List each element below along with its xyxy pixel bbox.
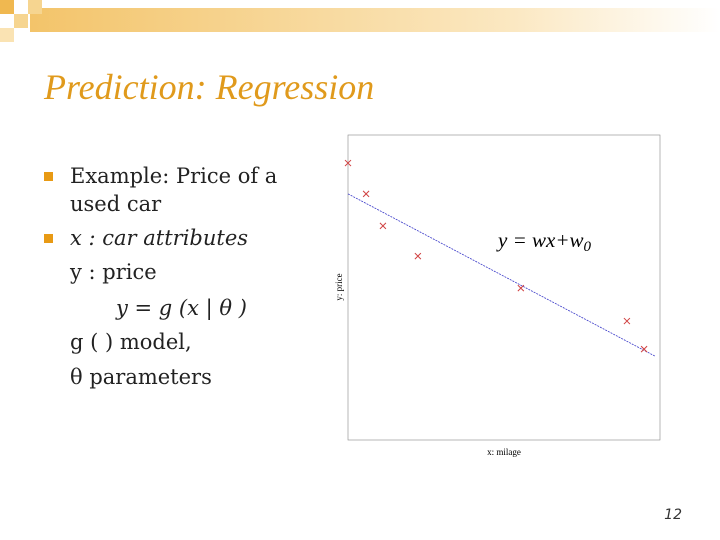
annotation-text: y = wx+w bbox=[496, 228, 584, 252]
text-line: θ parameters bbox=[70, 365, 212, 389]
data-point bbox=[623, 317, 631, 325]
top-bar bbox=[30, 8, 720, 32]
bullet-text: Example: Price of a used car bbox=[70, 164, 278, 216]
text-line: g ( ) model, bbox=[70, 330, 192, 354]
bullet-text: x : car attributes bbox=[70, 226, 249, 250]
page-number: 12 bbox=[664, 507, 682, 523]
data-point bbox=[414, 252, 422, 260]
bullet bbox=[44, 234, 53, 243]
bullet bbox=[44, 172, 53, 181]
deco-square bbox=[28, 0, 42, 14]
annotation-subscript: 0 bbox=[584, 239, 592, 255]
plot-frame bbox=[347, 134, 661, 441]
data-point bbox=[517, 284, 525, 292]
chart: x: milage y: price y = wx+w0 bbox=[334, 134, 661, 457]
deco-square bbox=[14, 14, 28, 28]
formula: y = g (x | θ ) bbox=[116, 296, 247, 320]
data-point bbox=[362, 190, 370, 198]
text-line: y : price bbox=[70, 260, 157, 284]
deco-square bbox=[0, 0, 14, 14]
data-point bbox=[640, 345, 648, 353]
data-point bbox=[344, 159, 352, 167]
deco-square bbox=[0, 28, 14, 42]
fit-line bbox=[347, 193, 656, 357]
annotation: y = wx+w0 bbox=[496, 228, 592, 255]
slide-title: Prediction: Regression bbox=[44, 67, 375, 107]
data-point bbox=[379, 222, 387, 230]
y-axis-label: y: price bbox=[334, 273, 344, 300]
x-axis-label: x: milage bbox=[487, 447, 521, 457]
